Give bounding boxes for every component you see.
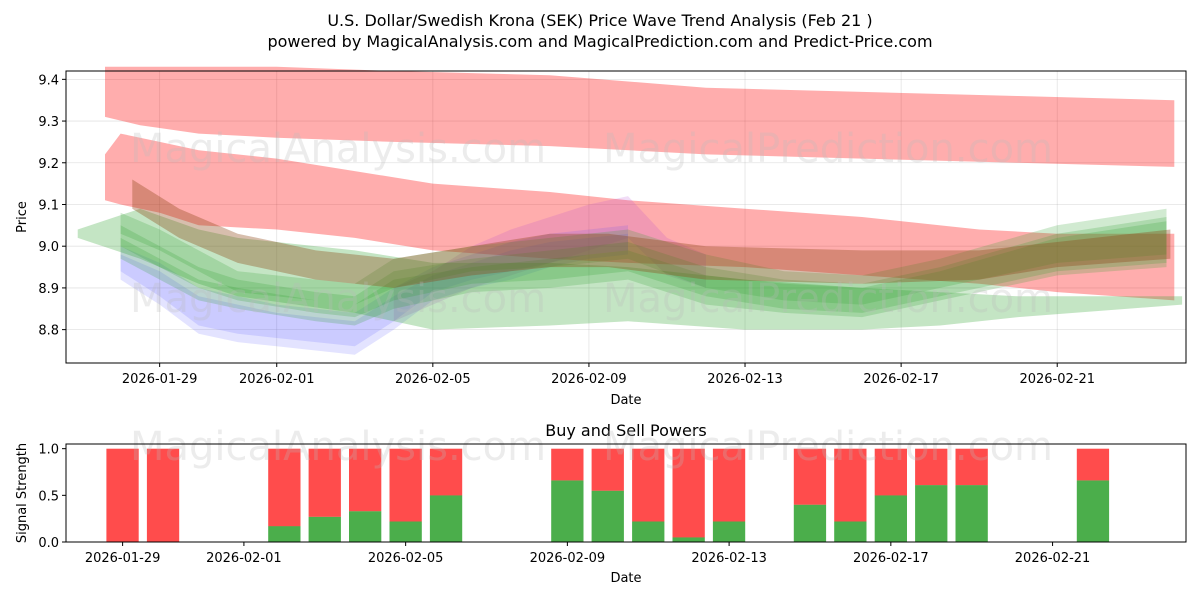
signal-xtick-label-3: 2026-02-09: [530, 551, 606, 566]
price-y-axis: 8.8 8.9 9.0 9.1 9.2 9.3 9.4: [38, 73, 66, 339]
signal-x-axis-label: Date: [610, 571, 641, 586]
band-green-3: [120, 217, 1167, 318]
sell-bar-16: [955, 448, 988, 486]
band-red-upper: [105, 66, 1175, 167]
buy-bar-2: [268, 526, 301, 542]
sell-bar-8: [591, 448, 624, 491]
sell-bar-14: [874, 448, 907, 496]
chart-title-line1: U.S. Dollar/Swedish Krona (SEK) Price Wa…: [327, 11, 872, 30]
price-xtick-label-5: 2026-02-17: [863, 372, 939, 387]
buy-bar-4: [349, 511, 382, 542]
buy-bar-9: [632, 521, 665, 542]
buy-bar-10: [672, 537, 705, 542]
sell-bar-6: [429, 448, 463, 496]
price-xtick-label-1: 2026-02-01: [239, 372, 315, 387]
buy-bar-15: [915, 485, 948, 542]
sell-bar-7: [551, 448, 584, 481]
price-chart: MagicalAnalysis.com MagicalPrediction.co…: [15, 66, 1187, 408]
buy-bar-13: [834, 521, 867, 542]
sell-bar-10: [672, 448, 705, 538]
band-blue-1: [120, 233, 628, 355]
price-ytick-label-4: 9.2: [38, 157, 59, 172]
signal-ytick-label-1: 0.5: [38, 489, 59, 504]
buy-bar-5: [389, 521, 422, 542]
sell-bar-4: [349, 448, 382, 512]
watermark-top-right: MagicalPrediction.com: [603, 126, 1053, 172]
watermark-mid-right: MagicalPrediction.com: [603, 276, 1053, 322]
signal-bars: [106, 448, 1110, 542]
watermark-top-left: MagicalAnalysis.com: [130, 126, 546, 172]
band-purple-1: [393, 196, 706, 322]
sell-bar-3: [308, 448, 341, 517]
buy-bar-6: [429, 495, 463, 542]
sell-bar-0: [106, 448, 139, 542]
price-ytick-label-5: 9.3: [38, 115, 59, 130]
sell-bar-12: [793, 448, 827, 505]
band-green-2: [120, 208, 1167, 305]
watermark-mid-left: MagicalAnalysis.com: [130, 276, 546, 322]
watermark-bottom-right: MagicalPrediction.com: [603, 424, 1053, 470]
price-ytick-label-1: 8.9: [38, 282, 59, 297]
price-xtick-label-4: 2026-02-13: [707, 372, 783, 387]
signal-chart: Buy and Sell Powers MagicalAnalysis.com …: [15, 421, 1187, 586]
signal-y-axis-label: Signal Strength: [15, 443, 30, 543]
sell-bar-11: [712, 448, 746, 522]
signal-xtick-label-5: 2026-02-17: [853, 551, 929, 566]
price-plot-background: [66, 71, 1186, 363]
signal-ytick-label-2: 1.0: [38, 443, 59, 458]
sell-bar-13: [834, 448, 867, 522]
price-xtick-label-0: 2026-01-29: [122, 372, 198, 387]
signal-xtick-label-1: 2026-02-01: [206, 551, 282, 566]
signal-chart-title: Buy and Sell Powers: [545, 421, 707, 440]
signal-xtick-label-0: 2026-01-29: [85, 551, 161, 566]
price-plot-frame: [65, 70, 1187, 364]
sell-bar-15: [915, 448, 948, 486]
buy-bar-8: [591, 490, 624, 542]
band-green-4: [120, 221, 1167, 326]
signal-xtick-label-2: 2026-02-05: [368, 551, 444, 566]
buy-bar-12: [793, 504, 827, 542]
price-x-axis: 2026-01-29 2026-02-01 2026-02-05 2026-02-09…: [122, 363, 1095, 387]
signal-y-axis: 0.0 0.5 1.0: [38, 443, 66, 551]
price-wave-bands: [77, 66, 1183, 355]
buy-bar-3: [308, 516, 341, 542]
buy-bar-17: [1076, 480, 1110, 542]
signal-xtick-label-4: 2026-02-13: [691, 551, 767, 566]
band-blue-2: [120, 225, 628, 347]
buy-bar-7: [551, 480, 584, 542]
price-ytick-label-3: 9.1: [38, 198, 59, 213]
signal-plot-background: [66, 444, 1186, 542]
band-green-1: [77, 208, 1183, 330]
price-x-axis-label: Date: [610, 393, 641, 408]
price-xtick-label-2: 2026-02-05: [395, 372, 471, 387]
signal-xtick-label-6: 2026-02-21: [1015, 551, 1091, 566]
price-xtick-label-3: 2026-02-09: [551, 372, 627, 387]
price-ytick-label-0: 8.8: [38, 324, 59, 339]
signal-x-axis: 2026-01-29 2026-02-01 2026-02-05 2026-02-09…: [85, 542, 1091, 566]
sell-bar-17: [1076, 448, 1110, 481]
watermark-bottom-left: MagicalAnalysis.com: [130, 424, 546, 470]
chart-title-line2: powered by MagicalAnalysis.com and Magic…: [267, 32, 932, 51]
sell-bar-9: [632, 448, 665, 522]
price-ytick-label-2: 9.0: [38, 240, 59, 255]
buy-bar-14: [874, 495, 907, 542]
sell-bar-1: [146, 448, 180, 542]
signal-plot-frame: [65, 443, 1187, 543]
price-gridlines: [66, 71, 1186, 363]
band-brown-1: [132, 179, 1171, 288]
sell-bar-5: [389, 448, 422, 522]
price-y-axis-label: Price: [15, 201, 30, 233]
signal-ytick-label-0: 0.0: [38, 536, 59, 551]
price-xtick-label-6: 2026-02-21: [1019, 372, 1095, 387]
sell-bar-2: [268, 448, 301, 527]
band-red-lower: [105, 133, 1175, 301]
buy-bar-11: [712, 521, 746, 542]
buy-bar-16: [955, 485, 988, 542]
price-ytick-label-6: 9.4: [38, 73, 59, 88]
